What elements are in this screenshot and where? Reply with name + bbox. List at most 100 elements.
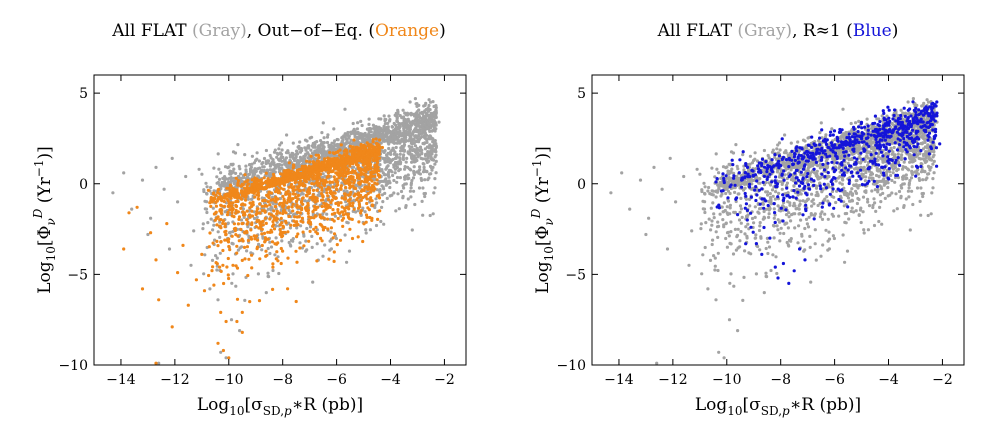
data-point xyxy=(204,181,208,185)
data-point xyxy=(380,205,384,209)
data-point xyxy=(359,119,363,123)
data-point xyxy=(322,145,326,149)
data-point xyxy=(291,202,295,206)
data-point xyxy=(398,176,402,180)
data-point xyxy=(397,207,401,211)
data-point xyxy=(282,180,286,184)
data-point xyxy=(386,174,391,178)
data-point xyxy=(384,180,388,184)
data-point xyxy=(368,158,372,162)
data-point xyxy=(333,143,337,148)
data-point xyxy=(252,216,257,221)
data-point xyxy=(236,143,240,147)
data-point xyxy=(342,174,346,178)
data-point xyxy=(363,137,367,141)
data-point xyxy=(325,217,330,221)
data-point xyxy=(315,140,319,144)
data-point xyxy=(428,136,432,140)
data-point xyxy=(233,151,238,155)
data-point xyxy=(387,179,391,183)
data-point xyxy=(330,164,334,168)
y-label-sub10: 10 xyxy=(44,246,58,261)
data-point xyxy=(122,171,126,175)
data-point xyxy=(414,126,418,130)
data-point xyxy=(420,135,424,139)
data-point xyxy=(231,263,235,267)
data-point xyxy=(402,186,406,190)
data-point xyxy=(269,228,273,232)
data-point xyxy=(311,141,315,146)
data-point xyxy=(321,161,326,165)
data-point xyxy=(401,194,405,198)
data-point xyxy=(298,211,302,215)
y-label-sup-d: D xyxy=(31,208,45,219)
data-point xyxy=(321,121,325,125)
x-tick-label: −8 xyxy=(272,372,293,388)
data-point xyxy=(228,248,232,252)
data-point xyxy=(240,192,244,196)
data-point xyxy=(348,141,352,145)
data-point xyxy=(262,198,266,202)
data-point xyxy=(264,249,268,253)
data-point xyxy=(315,159,319,163)
data-point xyxy=(225,265,229,269)
data-point xyxy=(309,148,313,152)
data-point xyxy=(362,172,366,176)
data-point xyxy=(279,141,284,145)
data-point xyxy=(246,176,250,180)
x-label-tail: ∗R (pb)] xyxy=(292,395,363,415)
data-point xyxy=(827,230,831,234)
data-point xyxy=(359,173,363,177)
data-point xyxy=(314,230,318,234)
data-point xyxy=(264,159,268,163)
data-point xyxy=(321,172,325,176)
data-point xyxy=(340,181,344,185)
data-point xyxy=(259,227,263,231)
data-point xyxy=(263,201,267,205)
data-point xyxy=(239,176,243,180)
data-point xyxy=(400,148,404,152)
data-point xyxy=(320,192,324,196)
data-point xyxy=(348,144,353,148)
data-point xyxy=(395,180,399,184)
data-point xyxy=(219,171,223,175)
data-point xyxy=(418,168,422,172)
y-tick-label: −5 xyxy=(67,267,88,283)
data-point xyxy=(434,153,438,157)
data-point xyxy=(221,248,225,253)
data-point xyxy=(386,128,390,132)
data-point xyxy=(378,138,382,142)
data-point xyxy=(411,119,415,123)
data-point xyxy=(358,146,362,150)
data-point xyxy=(329,230,333,234)
data-point xyxy=(273,205,277,209)
data-point xyxy=(786,226,791,230)
data-point xyxy=(379,133,383,137)
data-point xyxy=(413,202,417,207)
data-point xyxy=(276,157,281,161)
data-point xyxy=(346,193,350,197)
data-point xyxy=(122,247,126,251)
data-point xyxy=(289,223,293,227)
data-point xyxy=(366,164,370,168)
data-point xyxy=(727,234,731,238)
data-point xyxy=(403,133,407,137)
data-point xyxy=(226,256,230,261)
data-point xyxy=(417,186,422,190)
data-point xyxy=(386,137,390,141)
data-point xyxy=(331,208,335,212)
data-point xyxy=(325,212,329,216)
data-point xyxy=(308,229,312,233)
data-point xyxy=(326,171,330,175)
data-point xyxy=(237,217,241,221)
data-point xyxy=(356,163,360,167)
data-point xyxy=(348,227,352,231)
data-point xyxy=(416,139,420,143)
data-point xyxy=(321,254,325,258)
data-point xyxy=(237,239,241,243)
data-point xyxy=(395,117,399,121)
data-point xyxy=(365,201,369,206)
data-point xyxy=(260,196,264,200)
data-point xyxy=(221,221,225,226)
data-point xyxy=(413,158,417,162)
